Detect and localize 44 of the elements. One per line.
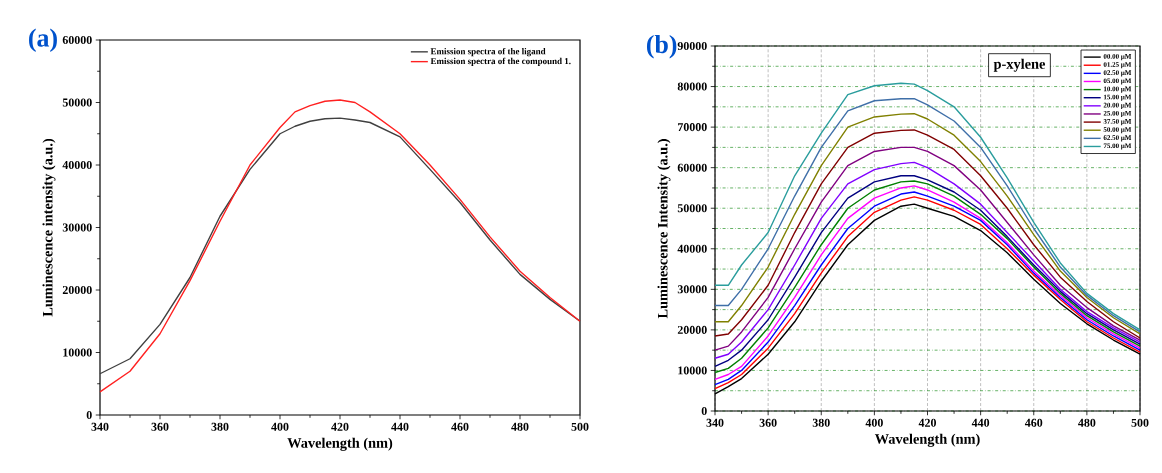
x-tick-label: 340 <box>91 422 109 431</box>
y-tick-label: 70000 <box>678 123 707 132</box>
y-axis-title: Luminescence intensity (a.u.) <box>42 138 56 317</box>
x-axis-title: Wavelength (nm) <box>874 433 980 447</box>
chart-title: (a) <box>29 28 57 53</box>
y-tick-label: 30000 <box>62 223 92 232</box>
y-tick-label: 50000 <box>677 204 707 213</box>
y-tick-label: 60000 <box>677 163 707 172</box>
x-tick-label: 460 <box>451 422 469 431</box>
y-tick-label: 0 <box>701 406 707 416</box>
y-tick-label: 80000 <box>677 82 707 91</box>
y-tick-label: 90000 <box>677 41 707 51</box>
y-tick-label: 0 <box>86 410 92 420</box>
legend-label: Emission spectra of the compound 1. <box>430 57 571 66</box>
annotation: p-xylene <box>993 58 1046 72</box>
y-tick-label: 40000 <box>677 244 707 253</box>
y-tick-label: 50000 <box>62 98 92 107</box>
legend-label: Emission spectra of the ligand <box>430 47 546 57</box>
y-tick-label: 10000 <box>63 348 92 357</box>
x-tick-label: 360 <box>151 422 169 431</box>
y-axis-title: Luminescence Intensity (a.u.) <box>657 139 671 319</box>
x-tick-label: 360 <box>759 418 777 427</box>
y-tick-label: 20000 <box>677 325 707 334</box>
x-tick-label: 380 <box>211 422 229 431</box>
chart-title: (b) <box>646 34 677 59</box>
y-tick-label: 30000 <box>677 285 707 294</box>
y-tick-label: 40000 <box>62 160 92 170</box>
x-tick-label: 440 <box>391 422 409 431</box>
x-tick-label: 400 <box>865 418 883 427</box>
x-tick-label: 340 <box>706 418 724 427</box>
x-tick-label: 380 <box>812 418 830 427</box>
x-tick-label: 480 <box>1078 418 1096 427</box>
x-tick-label: 500 <box>1131 418 1149 427</box>
y-tick-label: 60000 <box>62 35 92 45</box>
x-axis-title: Wavelength (nm) <box>287 437 393 451</box>
x-tick-label: 400 <box>271 422 289 431</box>
x-tick-label: 480 <box>511 422 529 431</box>
x-tick-label: 420 <box>918 418 937 427</box>
x-tick-label: 440 <box>971 418 990 427</box>
x-tick-label: 460 <box>1024 418 1043 427</box>
y-tick-label: 10000 <box>678 366 707 375</box>
x-tick-label: 500 <box>571 422 589 431</box>
x-tick-label: 420 <box>331 422 349 431</box>
y-tick-label: 20000 <box>62 285 92 295</box>
